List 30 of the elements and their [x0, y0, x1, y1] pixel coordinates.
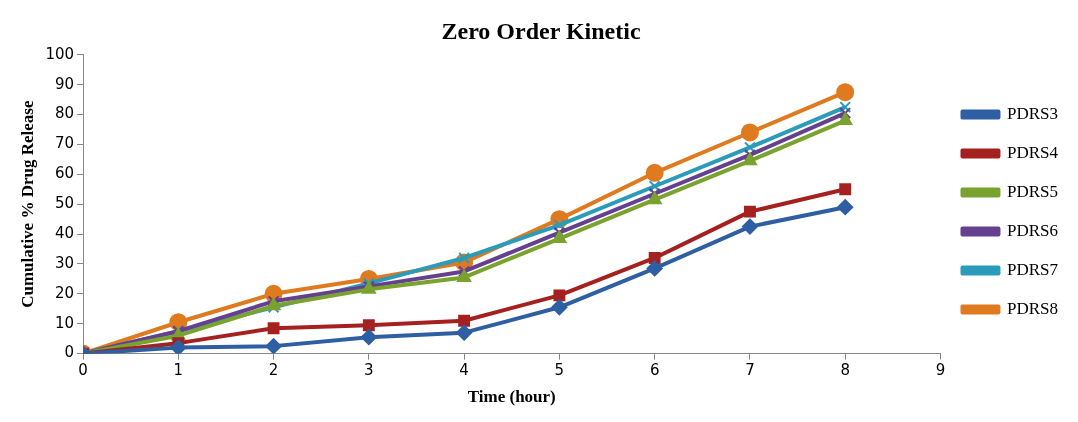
- y-tick-label: 70: [54, 134, 75, 153]
- x-tick-label: 4: [459, 361, 469, 380]
- x-tick-label: 6: [649, 361, 660, 380]
- y-axis-title: Cumulative % Drug Release: [17, 100, 37, 308]
- legend-label: PDRS6: [1006, 220, 1059, 240]
- x-tick-label: 9: [935, 361, 946, 380]
- y-tick-label: 0: [64, 343, 75, 362]
- y-tick-label: 40: [54, 223, 75, 242]
- x-tick-label: 8: [840, 361, 850, 380]
- x-tick-label: 5: [554, 361, 565, 380]
- legend-label: PDRS5: [1006, 181, 1059, 201]
- legend-label: PDRS8: [1006, 298, 1059, 318]
- y-tick-label: 30: [54, 253, 75, 272]
- legend-label: PDRS3: [1006, 103, 1059, 123]
- y-tick-label: 80: [54, 104, 75, 123]
- y-tick-label: 60: [54, 164, 75, 183]
- x-tick-label: 1: [173, 361, 184, 380]
- y-tick-label: 50: [54, 194, 75, 213]
- x-tick-label: 3: [364, 361, 374, 380]
- x-tick-label: 2: [268, 361, 279, 380]
- x-axis-title: Time (hour): [467, 387, 556, 407]
- y-tick-label: 90: [54, 74, 75, 93]
- chart-title: Zero Order Kinetic: [441, 17, 641, 44]
- y-tick-label: 10: [54, 313, 75, 332]
- y-tick-label: 100: [45, 44, 75, 63]
- legend-label: PDRS4: [1006, 142, 1059, 162]
- y-tick-label: 20: [54, 283, 75, 302]
- legend-label: PDRS7: [1006, 259, 1059, 279]
- x-tick-label: 0: [78, 361, 88, 380]
- x-tick-label: 7: [745, 361, 755, 380]
